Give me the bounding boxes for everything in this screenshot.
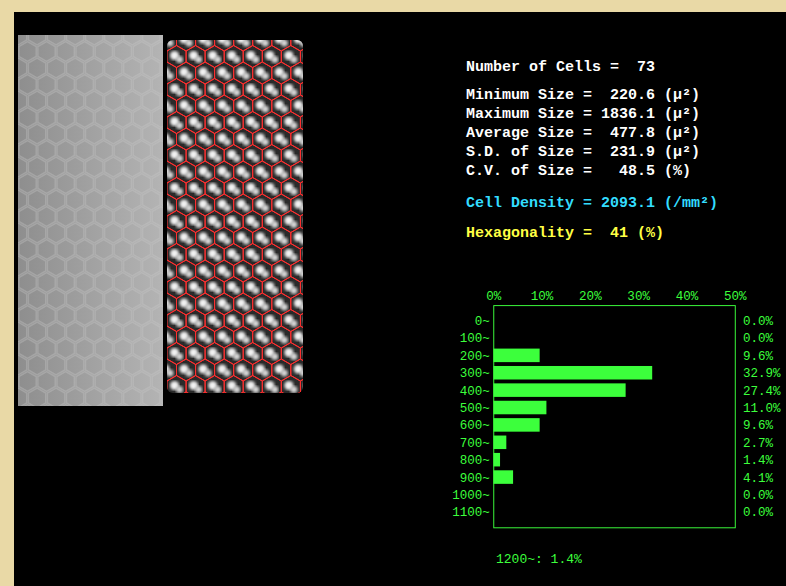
svg-text:600~: 600~ <box>460 419 490 433</box>
html-text:Cell Density = 2093.1 (/mm²): Cell Density = 2093.1 (/mm²) <box>466 195 718 212</box>
svg-text:100~: 100~ <box>460 332 490 346</box>
svg-text:11.0%: 11.0% <box>743 402 781 416</box>
svg-text:4.1%: 4.1% <box>743 472 774 486</box>
svg-text:30%: 30% <box>627 290 650 304</box>
svg-text:900~: 900~ <box>460 472 490 486</box>
svg-text:700~: 700~ <box>460 437 490 451</box>
svg-text:800~: 800~ <box>460 454 490 468</box>
html-text:1200~: 1.4%: 1200~: 1.4% <box>496 552 582 567</box>
svg-text:9.6%: 9.6% <box>743 350 774 364</box>
svg-text:0.0%: 0.0% <box>743 506 774 520</box>
svg-text:0.0%: 0.0% <box>743 489 774 503</box>
html-text:Average Size = 477.8 (μ²): Average Size = 477.8 (μ²) <box>466 125 700 142</box>
html-text:Hexagonality = 41 (%): Hexagonality = 41 (%) <box>466 225 664 242</box>
svg-text:1100~: 1100~ <box>452 506 490 520</box>
html-text:S.D. of Size = 231.9 (μ²): S.D. of Size = 231.9 (μ²) <box>466 144 700 161</box>
svg-text:2.7%: 2.7% <box>743 437 774 451</box>
svg-text:20%: 20% <box>579 290 602 304</box>
svg-text:0%: 0% <box>486 290 502 304</box>
html-text:Number of Cells = 73: Number of Cells = 73 <box>466 59 655 76</box>
svg-text:9.6%: 9.6% <box>743 419 774 433</box>
svg-text:40%: 40% <box>676 290 699 304</box>
svg-text:0~: 0~ <box>475 315 490 329</box>
svg-text:500~: 500~ <box>460 402 490 416</box>
svg-text:1.4%: 1.4% <box>743 454 774 468</box>
svg-text:0.0%: 0.0% <box>743 332 774 346</box>
html-text:Minimum Size = 220.6 (μ²): Minimum Size = 220.6 (μ²) <box>466 87 700 104</box>
svg-text:1000~: 1000~ <box>452 489 490 503</box>
svg-text:200~: 200~ <box>460 350 490 364</box>
svg-text:400~: 400~ <box>460 385 490 399</box>
html-text:C.V. of Size = 48.5 (%): C.V. of Size = 48.5 (%) <box>466 163 691 180</box>
svg-text:0.0%: 0.0% <box>743 315 774 329</box>
svg-text:32.9%: 32.9% <box>743 367 781 381</box>
svg-text:27.4%: 27.4% <box>743 385 781 399</box>
svg-text:10%: 10% <box>531 290 554 304</box>
svg-text:300~: 300~ <box>460 367 490 381</box>
svg-text:50%: 50% <box>724 290 747 304</box>
html-text:Maximum Size = 1836.1 (μ²): Maximum Size = 1836.1 (μ²) <box>466 106 700 123</box>
